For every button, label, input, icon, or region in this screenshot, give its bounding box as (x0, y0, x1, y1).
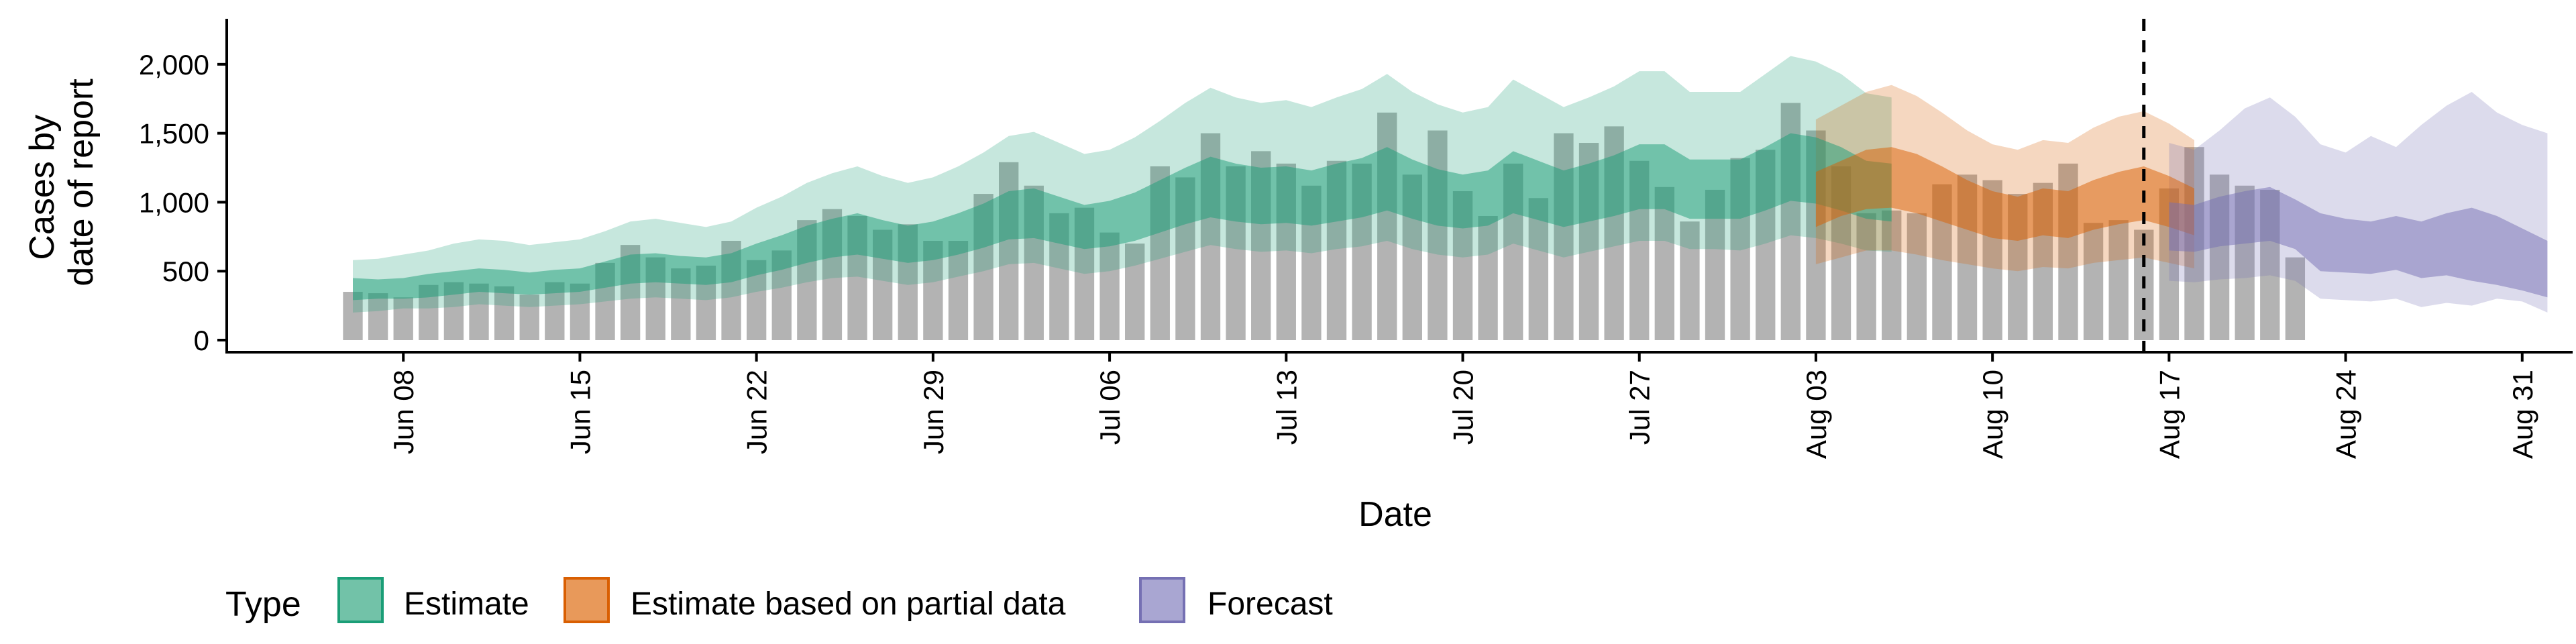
case-bar (393, 297, 413, 340)
case-bar (1856, 213, 1876, 340)
y-tick-label: 1,000 (139, 186, 209, 218)
legend-item-partial: Estimate based on partial data (564, 577, 1066, 623)
case-bar (1907, 213, 1927, 340)
legend-label-forecast: Forecast (1208, 586, 1333, 622)
x-tick-label: Jun 22 (741, 370, 773, 454)
x-axis-title: Date (1358, 495, 1432, 534)
case-bar (1654, 186, 1674, 340)
legend-item-forecast: Forecast (1139, 577, 1333, 623)
estimate-50-band (353, 133, 1892, 301)
case-bar (494, 286, 515, 340)
x-tick-label: Jul 20 (1448, 370, 1479, 445)
legend-title: Type (225, 585, 301, 624)
y-axis-title-line-1: Cases by (23, 115, 62, 260)
case-bar (1125, 244, 1145, 340)
y-axis-ticks: 0 500 1,000 1,500 2,000 (139, 49, 227, 356)
legend: Type Estimate Estimate based on partial … (225, 577, 1333, 624)
case-bar (519, 294, 539, 340)
legend-swatch-partial (564, 577, 610, 623)
forecast-50-band (2169, 186, 2548, 298)
y-tick-label: 0 (194, 325, 209, 356)
case-bar (1099, 232, 1120, 340)
case-bar (1882, 210, 1902, 340)
case-bar (2108, 220, 2129, 340)
legend-label-estimate: Estimate (404, 586, 529, 622)
x-tick-label: Aug 03 (1801, 370, 1832, 459)
x-tick-label: Jun 15 (564, 370, 596, 454)
estimate-90-band (353, 56, 1892, 313)
case-bar (368, 293, 388, 340)
y-tick-label: 500 (162, 256, 209, 287)
case-bar (570, 283, 590, 340)
x-tick-label: Jul 27 (1624, 370, 1656, 445)
case-bar (1478, 215, 1498, 340)
y-axis-title: Cases by date of report (23, 78, 101, 286)
x-tick-label: Aug 17 (2153, 370, 2185, 459)
case-bar (1680, 221, 1700, 340)
legend-swatch-estimate (337, 577, 384, 623)
legend-label-partial: Estimate based on partial data (631, 586, 1066, 622)
x-axis-ticks: Jun 08 Jun 15 Jun 22 Jun 29 Jul 06 Jul 13 Jul … (388, 352, 2538, 459)
case-bar (1428, 130, 1448, 340)
ribbons-layer (353, 56, 2548, 313)
case-bar (1554, 133, 1574, 340)
case-bar (2083, 223, 2104, 340)
x-tick-label: Jul 06 (1094, 370, 1126, 445)
y-tick-label: 2,000 (139, 49, 209, 80)
x-tick-label: Jul 13 (1271, 370, 1302, 445)
x-tick-label: Jun 29 (918, 370, 949, 454)
x-tick-label: Jun 08 (388, 370, 419, 454)
x-tick-label: Aug 31 (2507, 370, 2538, 459)
case-bar (2285, 257, 2306, 340)
y-tick-label: 1,500 (139, 118, 209, 150)
x-tick-label: Aug 24 (2330, 370, 2362, 459)
case-bar (948, 240, 969, 340)
estimate-based-on-partial-data-50-band (1815, 147, 2194, 241)
case-bar (469, 283, 489, 340)
y-axis-title-line-2: date of report (62, 78, 101, 286)
legend-item-estimate: Estimate (337, 577, 529, 623)
legend-swatch-forecast (1139, 577, 1185, 623)
x-tick-label: Aug 10 (1977, 370, 2008, 459)
